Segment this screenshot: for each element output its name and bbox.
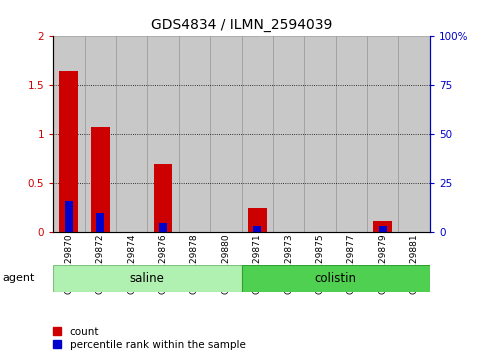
Bar	[336, 36, 367, 232]
Bar	[373, 221, 392, 232]
Bar	[273, 36, 304, 232]
Legend: count, percentile rank within the sample: count, percentile rank within the sample	[49, 323, 250, 354]
Bar	[304, 36, 336, 232]
Bar	[248, 208, 267, 232]
Bar	[210, 36, 242, 232]
Title: GDS4834 / ILMN_2594039: GDS4834 / ILMN_2594039	[151, 19, 332, 33]
Bar	[59, 71, 78, 232]
Bar	[154, 164, 172, 232]
Text: agent: agent	[2, 273, 35, 284]
Bar	[91, 127, 110, 232]
Bar	[65, 201, 73, 232]
Bar	[242, 265, 430, 292]
Bar	[398, 36, 430, 232]
Text: colistin: colistin	[315, 272, 356, 285]
Bar	[242, 36, 273, 232]
Bar	[147, 36, 179, 232]
Bar	[53, 265, 242, 292]
Bar	[253, 227, 261, 232]
Bar	[85, 36, 116, 232]
Bar	[96, 213, 104, 232]
Text: saline: saline	[130, 272, 165, 285]
Bar	[367, 36, 398, 232]
Bar	[379, 227, 387, 232]
Bar	[159, 223, 167, 232]
Bar	[179, 36, 210, 232]
Bar	[53, 36, 85, 232]
Bar	[116, 36, 147, 232]
